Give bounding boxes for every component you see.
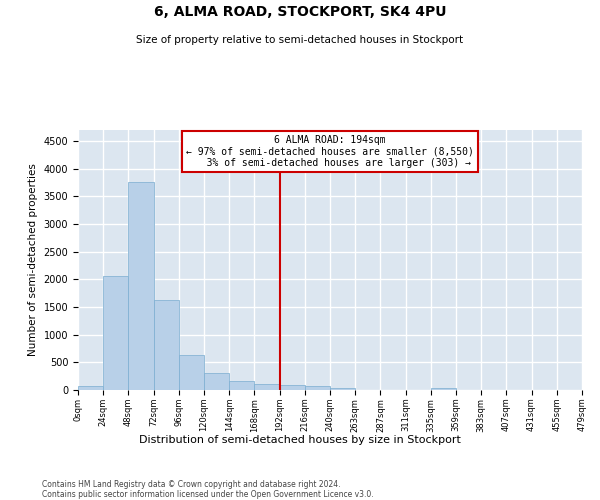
Text: 6 ALMA ROAD: 194sqm
← 97% of semi-detached houses are smaller (8,550)
   3% of s: 6 ALMA ROAD: 194sqm ← 97% of semi-detach…	[186, 135, 474, 168]
Bar	[280, 385, 305, 390]
Bar	[103, 276, 128, 390]
Text: Size of property relative to semi-detached houses in Stockport: Size of property relative to semi-detach…	[136, 35, 464, 45]
Bar	[128, 182, 154, 390]
Text: Distribution of semi-detached houses by size in Stockport: Distribution of semi-detached houses by …	[139, 435, 461, 445]
Text: 6, ALMA ROAD, STOCKPORT, SK4 4PU: 6, ALMA ROAD, STOCKPORT, SK4 4PU	[154, 5, 446, 19]
Bar	[204, 374, 229, 390]
Bar	[229, 382, 254, 390]
Bar	[179, 355, 204, 390]
Bar	[330, 388, 355, 390]
Bar	[305, 386, 330, 390]
Bar	[78, 386, 103, 390]
Bar	[254, 384, 280, 390]
Text: Contains public sector information licensed under the Open Government Licence v3: Contains public sector information licen…	[42, 490, 374, 499]
Bar	[154, 300, 179, 390]
Bar	[431, 388, 456, 390]
Text: Contains HM Land Registry data © Crown copyright and database right 2024.: Contains HM Land Registry data © Crown c…	[42, 480, 341, 489]
Y-axis label: Number of semi-detached properties: Number of semi-detached properties	[28, 164, 38, 356]
